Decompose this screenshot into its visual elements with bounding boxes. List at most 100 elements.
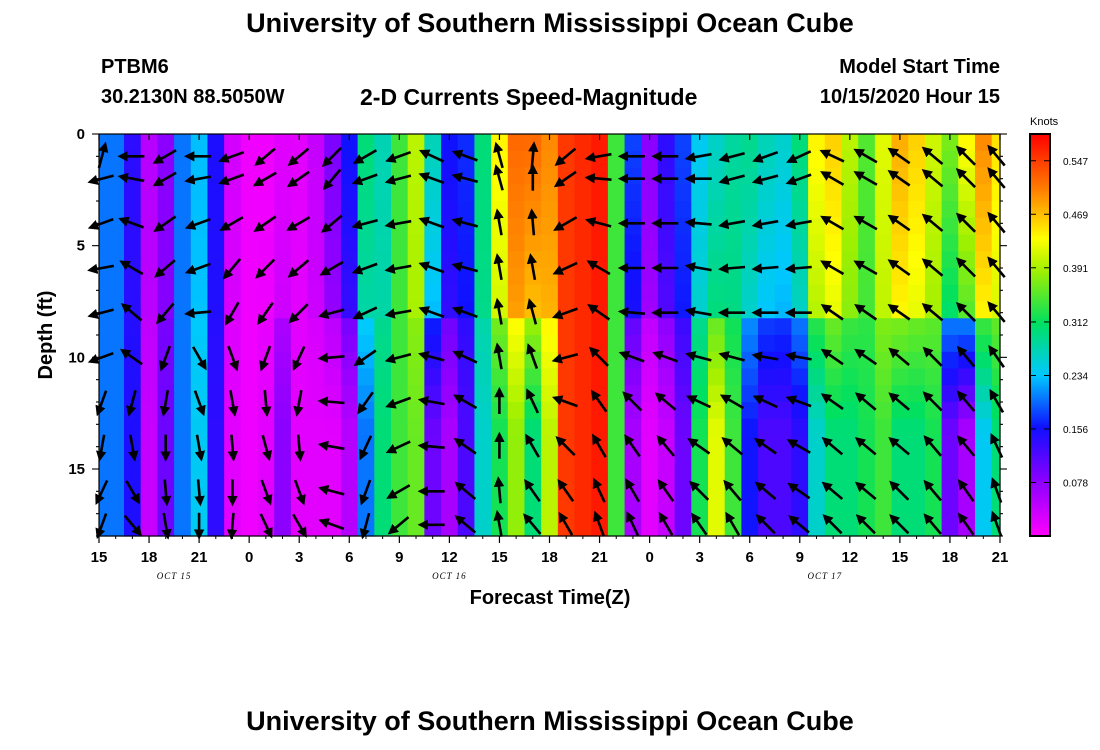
heatmap-cell [507,502,526,520]
current-vector-arrow [853,215,878,231]
current-vector-arrow [819,149,845,163]
heatmap-cell [724,217,742,236]
heatmap-cell [390,301,409,319]
heatmap-cell [441,284,459,303]
heatmap-cell [524,418,542,437]
heatmap-cell [140,485,158,504]
colorbar-tick-label: 0.156 [1063,425,1088,436]
heatmap-cell [574,201,592,219]
heatmap-cell [541,150,559,169]
heatmap-cell [741,452,759,470]
heatmap-cell [524,452,542,470]
heatmap-cell [874,268,893,286]
heatmap-cell [541,268,559,286]
x-tick-label: 3 [695,549,703,566]
heatmap-cell [407,268,425,286]
heatmap-cell [758,217,776,236]
heatmap-cell [124,301,142,319]
heatmap-cell [107,201,125,219]
heatmap-cell [224,418,242,437]
heatmap-cell [624,318,642,336]
heatmap-cell [107,335,125,353]
current-vector-arrow [317,396,345,407]
heatmap-cell [207,335,225,353]
heatmap-cell [424,351,442,370]
heatmap-cell [257,502,275,520]
heatmap-cell [424,284,442,303]
heatmap-cell [324,469,342,487]
current-vector-arrow [721,436,744,456]
heatmap-cell [624,184,642,202]
heatmap-cell [941,150,959,169]
heatmap-cell [424,268,442,286]
heatmap-cell [808,268,826,286]
heatmap-cell [758,368,776,386]
heatmap-cell [124,150,142,169]
heatmap-cell [874,201,893,219]
heatmap-cell [607,402,626,420]
heatmap-cell [808,519,826,537]
current-vector-arrow [584,217,612,228]
heatmap-cell [858,452,876,470]
heatmap-cell [874,150,893,169]
heatmap-cell [924,184,943,202]
current-vector-arrow [453,438,477,455]
heatmap-cell [891,184,909,202]
heatmap-cell [724,234,742,252]
heatmap-cell [641,502,659,520]
current-vector-arrow [493,164,504,191]
current-vector-arrow [292,345,306,372]
heatmap-cell [858,402,876,420]
heatmap-cell [591,351,609,370]
heatmap-cell [624,368,642,386]
heatmap-cell [941,452,959,470]
heatmap-cell [657,402,676,420]
heatmap-cell [124,167,142,185]
heatmap-cell [190,150,209,169]
heatmap-cell [124,318,142,336]
heatmap-cell [741,368,759,386]
current-vector-arrow [657,478,675,502]
heatmap-cell [708,184,726,202]
heatmap-cell [507,134,526,152]
heatmap-cell [390,335,409,353]
heatmap-cell [841,519,859,537]
heatmap-cell [407,485,425,504]
heatmap-cell [974,402,993,420]
heatmap-cell [224,469,242,487]
heatmap-cell [624,217,642,236]
heatmap-cell [274,402,292,420]
current-vector-arrow [751,263,779,274]
heatmap-cell [974,502,993,520]
heatmap-cell [991,335,1001,353]
current-vector-arrow [359,479,372,506]
heatmap-cell [441,485,459,504]
heatmap-cell [441,268,459,286]
current-vector-arrow [784,219,812,230]
current-vector-arrow [551,395,578,408]
x-tick-label: 21 [591,549,608,566]
current-vector-arrow [717,263,746,274]
heatmap-cell [791,402,809,420]
current-vector-arrow [553,216,578,231]
heatmap-cell [240,284,259,303]
heatmap-cell [624,402,642,420]
heatmap-cell [190,184,209,202]
heatmap-cell [924,284,943,303]
heatmap-cell [140,351,158,370]
heatmap-cell [724,368,742,386]
heatmap-cell [974,234,993,252]
model-start-value: 10/15/2020 Hour 15 [819,86,1000,108]
heatmap-cell [507,150,526,169]
heatmap-cell [507,301,526,319]
heatmap-cell [507,418,526,437]
heatmap-cell [908,134,926,152]
heatmap-cell [758,318,776,336]
heatmap-cell [708,368,726,386]
heatmap-cell [674,385,692,403]
current-vector-arrow [526,343,539,370]
heatmap-cell [908,234,926,252]
heatmap-cell [357,134,375,152]
heatmap-cell [924,217,943,236]
heatmap-cell [824,268,843,286]
